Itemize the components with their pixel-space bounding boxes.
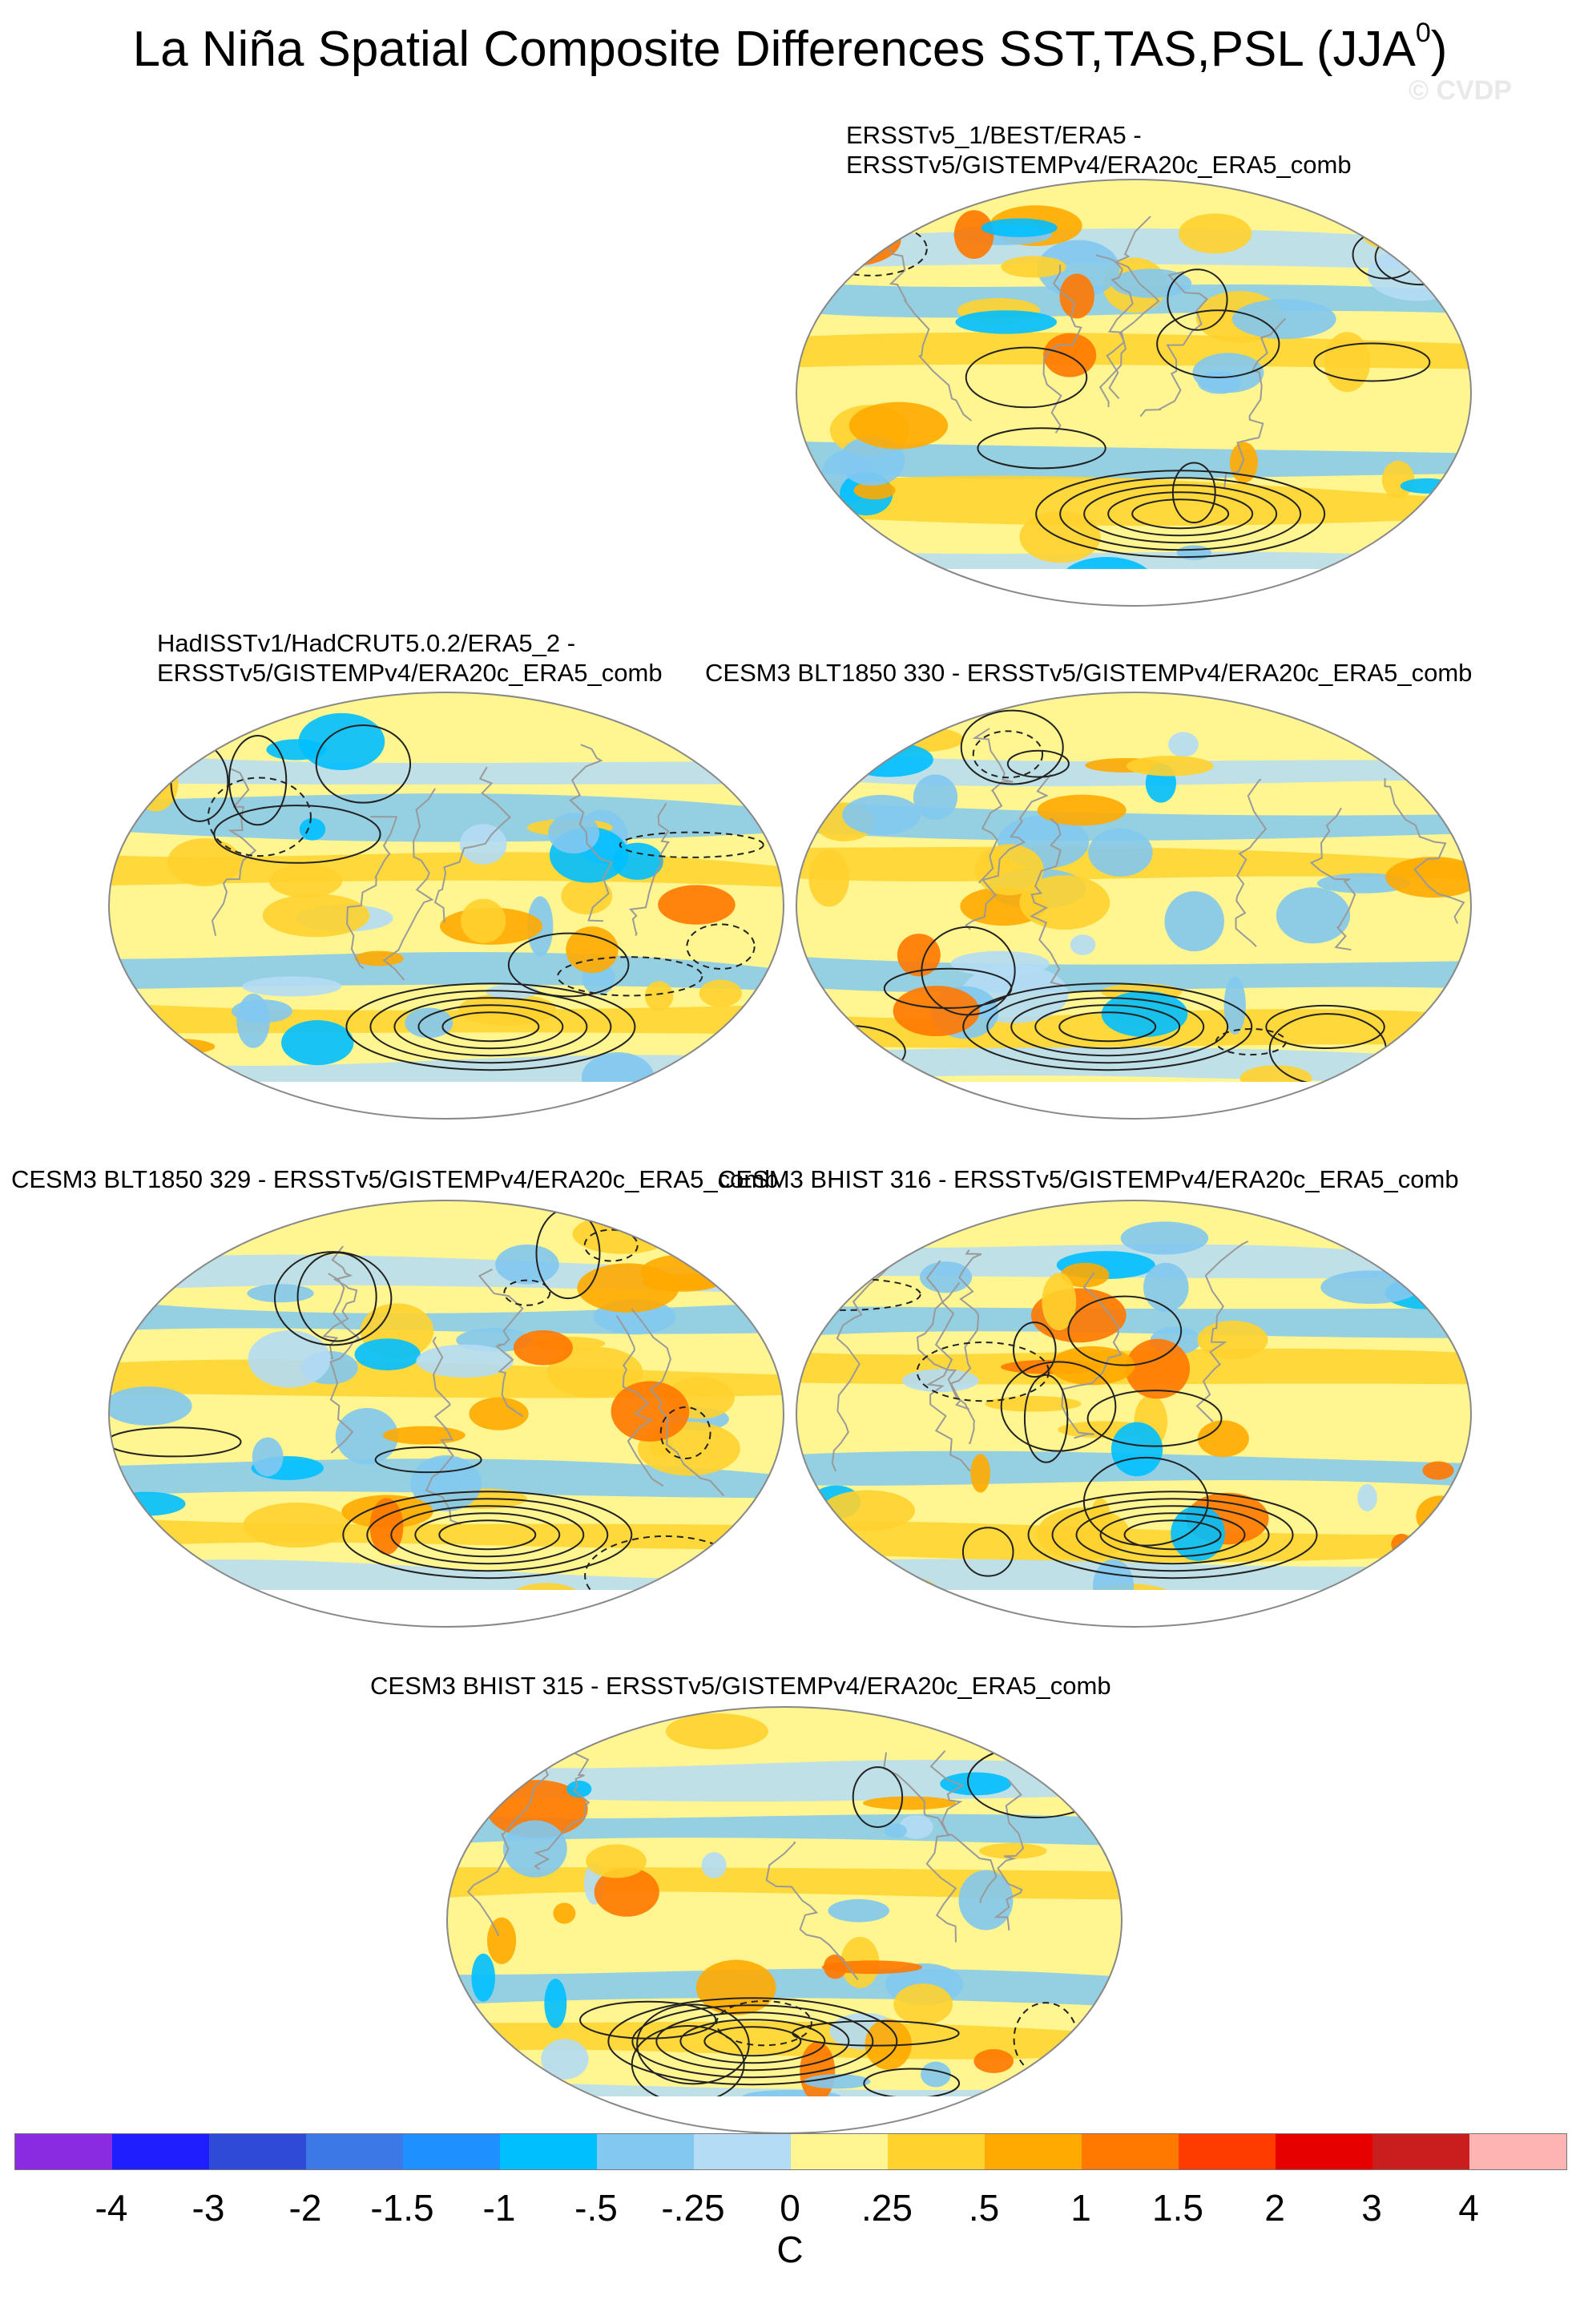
map-panel-6 bbox=[444, 1704, 1125, 2136]
anomaly-map bbox=[796, 1200, 1472, 1628]
colorbar-swatch bbox=[985, 2134, 1082, 2169]
colorbar-tick-label: .5 bbox=[968, 2187, 1000, 2229]
colorbar-swatch bbox=[15, 2134, 112, 2169]
anomaly-map bbox=[108, 1200, 784, 1628]
anomaly-map bbox=[796, 692, 1472, 1120]
colorbar-swatch bbox=[694, 2134, 791, 2169]
panel-title-line: HadISSTv1/HadCRUT5.0.2/ERA5_2 - bbox=[157, 629, 576, 657]
map-panel-4 bbox=[106, 1197, 787, 1630]
colorbar-tick-label: -.25 bbox=[661, 2187, 725, 2229]
colorbar-swatch bbox=[597, 2134, 694, 2169]
map-panel-3 bbox=[793, 689, 1474, 1122]
cvdp-watermark: © CVDP bbox=[1409, 75, 1512, 106]
map-panel-2 bbox=[106, 689, 787, 1122]
colorbar-tick-label: -1 bbox=[482, 2187, 516, 2229]
map-panel-1 bbox=[793, 176, 1474, 609]
colorbar-swatch bbox=[112, 2134, 209, 2169]
colorbar-tick-label: 0 bbox=[780, 2187, 800, 2229]
panel-title-4: CESM3 BLT1850 329 - ERSSTv5/GISTEMPv4/ER… bbox=[11, 1164, 778, 1194]
title-superscript: 0 bbox=[1415, 18, 1431, 48]
panel-title-line: ERSSTv5_1/BEST/ERA5 - bbox=[846, 121, 1142, 149]
panel-title-line: CESM3 BLT1850 329 - ERSSTv5/GISTEMPv4/ER… bbox=[11, 1165, 779, 1193]
map-panel-5 bbox=[793, 1197, 1474, 1630]
colorbar-swatch bbox=[791, 2134, 888, 2169]
colorbar-swatch bbox=[1179, 2134, 1276, 2169]
panel-title-line: ERSSTv5/GISTEMPv4/ERA20c_ERA5_comb bbox=[846, 151, 1352, 179]
colorbar-swatch bbox=[1276, 2134, 1372, 2169]
colorbar-tick-label: 1.5 bbox=[1152, 2187, 1203, 2229]
panel-title-5: CESM3 BHIST 316 - ERSSTv5/GISTEMPv4/ERA2… bbox=[718, 1164, 1459, 1194]
colorbar-swatch bbox=[1469, 2134, 1566, 2169]
colorbar-tick-label: .25 bbox=[861, 2187, 913, 2229]
colorbar-tick-label: -1.5 bbox=[370, 2187, 434, 2229]
colorbar-swatch bbox=[306, 2134, 403, 2169]
panel-title-line: CESM3 BHIST 316 - ERSSTv5/GISTEMPv4/ERA2… bbox=[718, 1165, 1459, 1193]
panel-title-line: ERSSTv5/GISTEMPv4/ERA20c_ERA5_comb bbox=[157, 659, 663, 687]
title-text: La Niña Spatial Composite Differences SS… bbox=[132, 22, 1416, 77]
panel-title-1: ERSSTv5_1/BEST/ERA5 - ERSSTv5/GISTEMPv4/… bbox=[846, 120, 1352, 180]
colorbar-tick-label: 3 bbox=[1361, 2187, 1382, 2229]
panel-title-6: CESM3 BHIST 315 - ERSSTv5/GISTEMPv4/ERA2… bbox=[370, 1671, 1111, 1701]
colorbar-swatch bbox=[403, 2134, 500, 2169]
colorbar-swatch bbox=[209, 2134, 306, 2169]
colorbar-swatch bbox=[1372, 2134, 1469, 2169]
colorbar-tick-label: -.5 bbox=[574, 2187, 618, 2229]
colorbar-tick-label: 4 bbox=[1458, 2187, 1479, 2229]
panel-title-line: CESM3 BLT1850 330 - ERSSTv5/GISTEMPv4/ER… bbox=[705, 659, 1473, 687]
colorbar-swatch bbox=[500, 2134, 597, 2169]
colorbar-tick-label: 1 bbox=[1070, 2187, 1091, 2229]
colorbar-tick-label: -2 bbox=[288, 2187, 322, 2229]
colorbar-tick-label: -3 bbox=[191, 2187, 225, 2229]
figure-title: La Niña Spatial Composite Differences SS… bbox=[0, 18, 1580, 78]
colorbar-unit: C bbox=[776, 2229, 804, 2270]
colorbar-tick-label: 2 bbox=[1264, 2187, 1285, 2229]
panel-title-2: HadISSTv1/HadCRUT5.0.2/ERA5_2 - ERSSTv5/… bbox=[157, 628, 663, 688]
colorbar-tick-label: -4 bbox=[95, 2187, 128, 2229]
title-close: ) bbox=[1430, 22, 1448, 77]
colorbar bbox=[14, 2133, 1567, 2170]
colorbar-swatch bbox=[1082, 2134, 1179, 2169]
anomaly-map bbox=[108, 692, 784, 1120]
panel-title-line: CESM3 BHIST 315 - ERSSTv5/GISTEMPv4/ERA2… bbox=[370, 1672, 1111, 1700]
colorbar-swatch bbox=[888, 2134, 985, 2169]
anomaly-map bbox=[796, 179, 1472, 607]
anomaly-map bbox=[446, 1706, 1123, 2134]
panel-title-3: CESM3 BLT1850 330 - ERSSTv5/GISTEMPv4/ER… bbox=[705, 658, 1472, 688]
